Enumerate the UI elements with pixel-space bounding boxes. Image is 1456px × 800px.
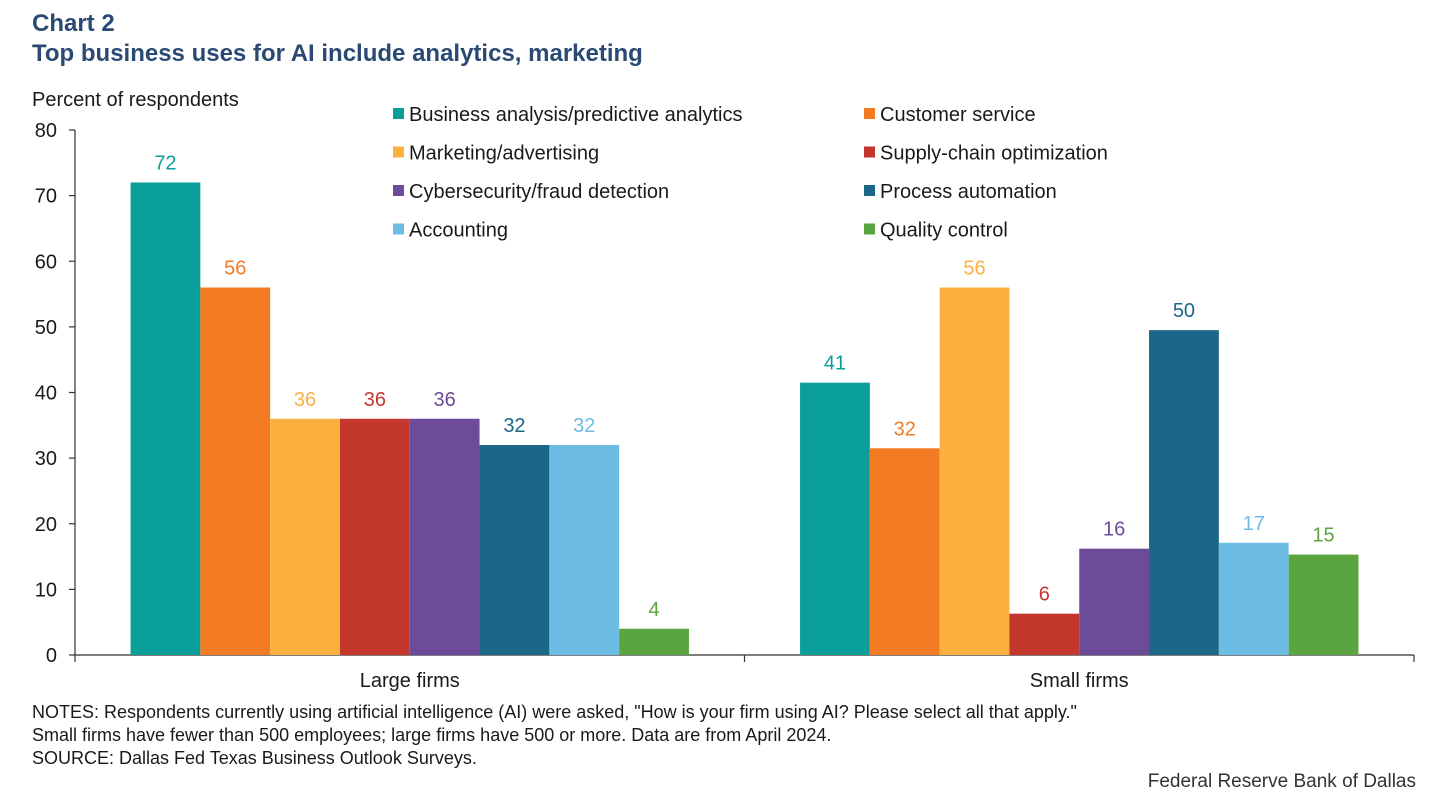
y-tick-label: 50 <box>35 317 57 339</box>
bar-data-label: 56 <box>963 258 985 280</box>
legend-swatch <box>393 108 404 119</box>
legend-label: Process automation <box>880 181 1057 203</box>
y-tick-label: 70 <box>35 186 57 208</box>
bar-data-label: 50 <box>1173 300 1195 322</box>
bar <box>1009 613 1080 655</box>
legend-swatch <box>393 223 404 235</box>
notes: NOTES: Respondents currently using artif… <box>32 701 1077 770</box>
legend-swatch <box>393 146 404 158</box>
notes-line-2: Small firms have fewer than 500 employee… <box>32 725 832 745</box>
bar-data-label: 15 <box>1312 525 1334 547</box>
bar <box>130 182 201 655</box>
bar <box>409 418 480 655</box>
bar-data-label: 36 <box>364 389 386 411</box>
y-tick-label: 30 <box>35 448 57 470</box>
bar-data-label: 6 <box>1039 584 1050 606</box>
bar <box>479 445 550 655</box>
legend-swatch <box>864 146 875 158</box>
bar-data-label: 32 <box>503 415 525 437</box>
bar-data-label: 36 <box>434 389 456 411</box>
legend-swatch <box>864 108 875 119</box>
bar <box>1079 548 1150 655</box>
legend-label: Accounting <box>409 220 508 242</box>
notes-line-1: NOTES: Respondents currently using artif… <box>32 702 1077 722</box>
legend-label: Supply-chain optimization <box>880 143 1108 165</box>
chart-title: Top business uses for AI include analyti… <box>32 40 643 67</box>
bar-data-label: 17 <box>1243 513 1265 535</box>
x-category-label: Small firms <box>1030 670 1129 692</box>
legend-swatch <box>393 185 404 196</box>
legend-swatch <box>864 185 875 196</box>
legend-swatch <box>864 223 875 235</box>
y-axis-label: Percent of respondents <box>32 89 239 111</box>
bar-data-label: 56 <box>224 258 246 280</box>
legend-label: Customer service <box>880 104 1036 126</box>
bar-data-label: 41 <box>824 353 846 375</box>
legend-label: Marketing/advertising <box>409 143 599 165</box>
source-line: SOURCE: Dallas Fed Texas Business Outloo… <box>32 748 477 768</box>
y-tick-label: 0 <box>46 645 57 667</box>
credit: Federal Reserve Bank of Dallas <box>1147 771 1416 792</box>
chart-number: Chart 2 <box>32 10 115 37</box>
bar-data-label: 32 <box>573 415 595 437</box>
x-category-label: Large firms <box>360 670 460 692</box>
bar <box>939 287 1010 655</box>
bar <box>1218 542 1289 655</box>
bar-data-label: 36 <box>294 389 316 411</box>
bar <box>270 418 340 655</box>
bar-data-label: 72 <box>154 153 176 175</box>
legend-label: Quality control <box>880 220 1008 242</box>
bar <box>1288 554 1359 655</box>
y-tick-label: 40 <box>35 383 57 405</box>
bar-data-label: 4 <box>648 599 659 621</box>
bar-chart: Percent of respondents 0 10 20 30 40 50 60 70 80 L… <box>32 89 1415 692</box>
y-tick-label: 20 <box>35 514 57 536</box>
bar <box>619 628 689 655</box>
bar <box>200 287 271 655</box>
bar <box>1149 330 1219 655</box>
bar-data-label: 16 <box>1103 519 1125 541</box>
bar <box>869 448 940 655</box>
bar <box>800 382 870 655</box>
y-tick-label: 80 <box>35 120 57 142</box>
y-tick-label: 60 <box>35 251 57 273</box>
bar <box>549 445 620 655</box>
legend-label: Business analysis/predictive analytics <box>409 104 743 126</box>
legend-label: Cybersecurity/fraud detection <box>409 181 669 203</box>
bar-data-label: 32 <box>894 418 916 440</box>
y-tick-label: 10 <box>35 579 57 601</box>
bar <box>339 418 410 655</box>
